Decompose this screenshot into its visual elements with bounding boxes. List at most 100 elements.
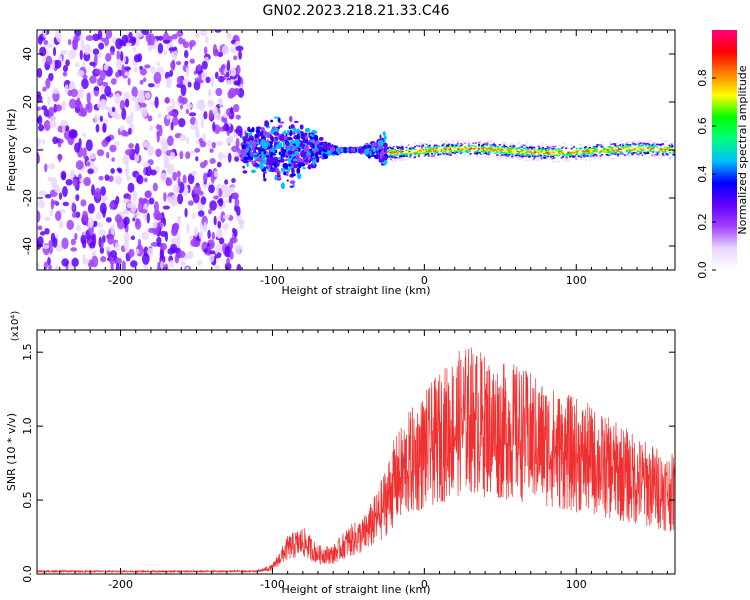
heatmap-cell	[58, 192, 63, 200]
heatmap-cell	[98, 42, 105, 50]
heatmap-cell	[396, 153, 399, 155]
heatmap-cell	[214, 71, 219, 80]
heatmap-cell	[493, 146, 496, 148]
heatmap-cell	[185, 108, 190, 115]
heatmap-cell	[607, 150, 610, 153]
heatmap-cell	[70, 238, 76, 246]
heatmap-cell	[435, 150, 438, 152]
heatmap-cell	[485, 144, 488, 146]
heatmap-cell	[37, 67, 43, 78]
heatmap-cell	[595, 150, 598, 153]
heatmap-cell	[285, 152, 288, 156]
heatmap-cell	[569, 155, 572, 158]
heatmap-cell	[579, 156, 582, 158]
heatmap-cell	[488, 152, 491, 155]
heatmap-cell	[247, 155, 251, 158]
heatmap-cell	[304, 135, 308, 140]
heatmap-cell	[399, 149, 402, 152]
heatmap-cell	[86, 92, 91, 104]
heatmap-cell	[662, 154, 665, 157]
spectrogram-y-tick-label: 40	[21, 47, 34, 61]
heatmap-cell	[414, 154, 417, 156]
heatmap-cell	[533, 149, 536, 151]
heatmap-cell	[672, 149, 675, 152]
heatmap-cell	[598, 144, 601, 146]
heatmap-cell	[396, 151, 399, 154]
heatmap-cell	[555, 150, 558, 153]
heatmap-cell	[456, 151, 459, 153]
heatmap-cell	[141, 252, 150, 265]
heatmap-cell	[165, 177, 173, 187]
heatmap-cell	[526, 157, 529, 159]
heatmap-cell	[238, 50, 243, 60]
heatmap-cell	[503, 152, 506, 154]
heatmap-cell	[109, 144, 117, 153]
heatmap-cell	[620, 148, 623, 150]
heatmap-cell	[144, 191, 151, 198]
heatmap-cell	[646, 151, 649, 153]
heatmap-cell	[658, 150, 661, 153]
heatmap-cell	[398, 154, 401, 156]
heatmap-cell	[177, 193, 184, 205]
heatmap-cell	[509, 150, 512, 152]
heatmap-cell	[580, 144, 583, 146]
heatmap-cell	[286, 129, 290, 136]
heatmap-cell	[405, 146, 408, 149]
heatmap-cell	[429, 140, 432, 142]
heatmap-cell	[193, 184, 202, 195]
heatmap-cell	[485, 152, 488, 154]
heatmap-cell	[48, 106, 55, 117]
heatmap-cell	[531, 148, 534, 151]
heatmap-cell	[62, 201, 70, 207]
heatmap-cell	[132, 189, 137, 202]
heatmap-cell	[455, 149, 458, 151]
heatmap-cell	[433, 151, 436, 153]
heatmap-cell	[507, 149, 510, 151]
heatmap-cell	[101, 197, 106, 203]
heatmap-cell	[127, 77, 131, 86]
heatmap-cell	[366, 148, 370, 154]
heatmap-cell	[292, 163, 299, 169]
heatmap-cell	[217, 229, 222, 239]
heatmap-cell	[259, 148, 266, 152]
heatmap-cell	[203, 159, 208, 166]
heatmap-cell	[551, 145, 554, 148]
heatmap-cell	[401, 157, 404, 160]
heatmap-cell	[297, 161, 302, 169]
heatmap-cell	[268, 146, 272, 149]
heatmap-cell	[405, 155, 408, 157]
heatmap-cell	[307, 164, 312, 170]
heatmap-cell	[511, 143, 514, 145]
heatmap-cell	[505, 145, 508, 148]
heatmap-cell	[652, 150, 655, 152]
heatmap-cell	[417, 151, 420, 153]
heatmap-cell	[145, 165, 152, 177]
heatmap-cell	[450, 143, 453, 146]
heatmap-cell	[632, 143, 635, 146]
heatmap-cell	[447, 146, 450, 148]
heatmap-cell	[147, 83, 155, 88]
heatmap-cell	[232, 88, 240, 96]
heatmap-cell	[37, 138, 42, 145]
heatmap-cell	[635, 151, 638, 154]
heatmap-cell	[577, 149, 580, 152]
heatmap-cell	[147, 145, 155, 156]
heatmap-cell	[610, 148, 613, 151]
heatmap-cell	[394, 160, 397, 163]
heatmap-cell	[154, 96, 159, 109]
heatmap-cell	[495, 156, 498, 159]
heatmap-cell	[443, 143, 446, 145]
heatmap-cell	[569, 151, 572, 154]
heatmap-cell	[666, 153, 669, 155]
heatmap-cell	[114, 214, 122, 224]
heatmap-cell	[626, 147, 629, 150]
heatmap-cell	[303, 158, 309, 163]
heatmap-cell	[647, 145, 650, 147]
heatmap-cell	[408, 152, 411, 155]
heatmap-cell	[401, 145, 404, 148]
heatmap-cell	[547, 149, 550, 152]
heatmap-cell	[500, 155, 503, 158]
heatmap-cell	[491, 144, 494, 146]
heatmap-cell	[606, 151, 609, 154]
heatmap-cell	[426, 150, 429, 153]
